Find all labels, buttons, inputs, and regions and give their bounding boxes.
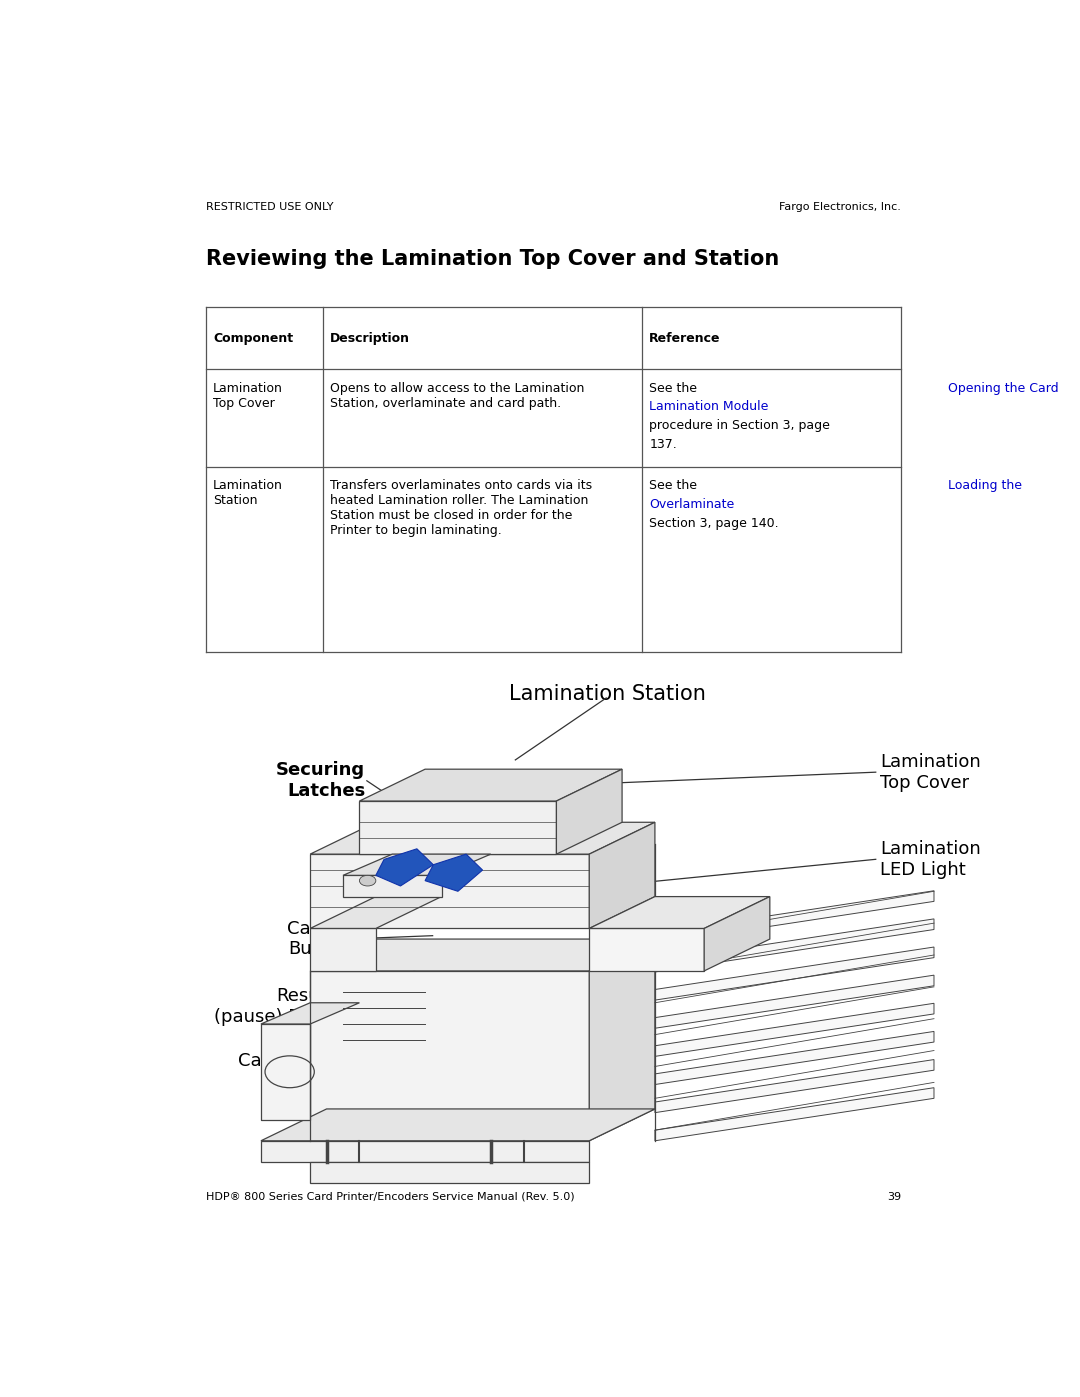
Polygon shape [556, 770, 622, 854]
Text: See the: See the [649, 479, 701, 492]
Polygon shape [310, 823, 654, 854]
Circle shape [360, 876, 376, 886]
Polygon shape [310, 854, 590, 929]
Text: Lamination
Station: Lamination Station [213, 479, 283, 507]
Text: Reviewing the Lamination Top Cover and Station: Reviewing the Lamination Top Cover and S… [206, 250, 780, 270]
Polygon shape [654, 947, 934, 1000]
Polygon shape [310, 971, 590, 1141]
Text: See the: See the [649, 381, 701, 395]
Polygon shape [590, 897, 770, 929]
Polygon shape [426, 854, 483, 891]
Polygon shape [310, 939, 654, 971]
Text: Fargo Electronics, Inc.: Fargo Electronics, Inc. [779, 203, 901, 212]
Text: 39: 39 [887, 1192, 901, 1201]
Text: Lamination
Top Cover: Lamination Top Cover [213, 381, 283, 409]
Text: Securing
Latches: Securing Latches [276, 761, 365, 800]
Text: Rejection
Card Hopper: Rejection Card Hopper [401, 1136, 514, 1175]
Text: Loading the: Loading the [947, 479, 1022, 492]
Text: Component: Component [213, 331, 293, 345]
Text: Description: Description [329, 331, 409, 345]
Text: 137.: 137. [649, 439, 677, 451]
Text: RESTRICTED USE ONLY: RESTRICTED USE ONLY [206, 203, 334, 212]
Polygon shape [261, 1003, 360, 1024]
Polygon shape [654, 919, 934, 972]
Polygon shape [654, 891, 934, 944]
Polygon shape [343, 876, 442, 897]
Text: Card Output
Hopper: Card Output Hopper [239, 1052, 349, 1091]
Polygon shape [261, 1141, 590, 1162]
Polygon shape [590, 929, 704, 971]
Polygon shape [376, 849, 433, 886]
Text: Opening the Card: Opening the Card [947, 381, 1058, 395]
Polygon shape [360, 770, 622, 800]
Text: procedure in Section 3, page: procedure in Section 3, page [649, 419, 831, 432]
Polygon shape [654, 1003, 934, 1056]
Polygon shape [590, 823, 654, 929]
Text: Opens to allow access to the Lamination
Station, overlaminate and card path.: Opens to allow access to the Lamination … [329, 381, 584, 409]
Text: Overlaminate: Overlaminate [649, 499, 734, 511]
Polygon shape [310, 1162, 590, 1183]
Polygon shape [310, 897, 442, 929]
Polygon shape [343, 854, 490, 876]
Text: Lamination
LED Light: Lamination LED Light [880, 840, 981, 879]
Bar [206, 307, 901, 651]
Polygon shape [590, 939, 654, 1141]
Polygon shape [261, 1109, 654, 1141]
Text: Reference: Reference [649, 331, 720, 345]
Polygon shape [704, 897, 770, 971]
Polygon shape [310, 929, 376, 971]
Polygon shape [261, 1024, 310, 1119]
Polygon shape [360, 800, 556, 854]
Text: Transfers overlaminates onto cards via its
heated Lamination roller. The Laminat: Transfers overlaminates onto cards via i… [329, 479, 592, 538]
Text: Lamination Station: Lamination Station [510, 685, 706, 704]
Text: HDP® 800 Series Card Printer/Encoders Service Manual (Rev. 5.0): HDP® 800 Series Card Printer/Encoders Se… [206, 1192, 575, 1201]
Text: Cancel
Button: Cancel Button [287, 919, 349, 958]
Polygon shape [654, 1031, 934, 1084]
Text: Section 3, page 140.: Section 3, page 140. [649, 517, 779, 529]
Polygon shape [654, 1059, 934, 1112]
Text: Lamination
Top Cover: Lamination Top Cover [880, 753, 981, 792]
Polygon shape [654, 975, 934, 1028]
Text: Lamination Module: Lamination Module [649, 401, 769, 414]
Text: Resume
(pause) Button: Resume (pause) Button [214, 988, 349, 1025]
Polygon shape [654, 1088, 934, 1141]
